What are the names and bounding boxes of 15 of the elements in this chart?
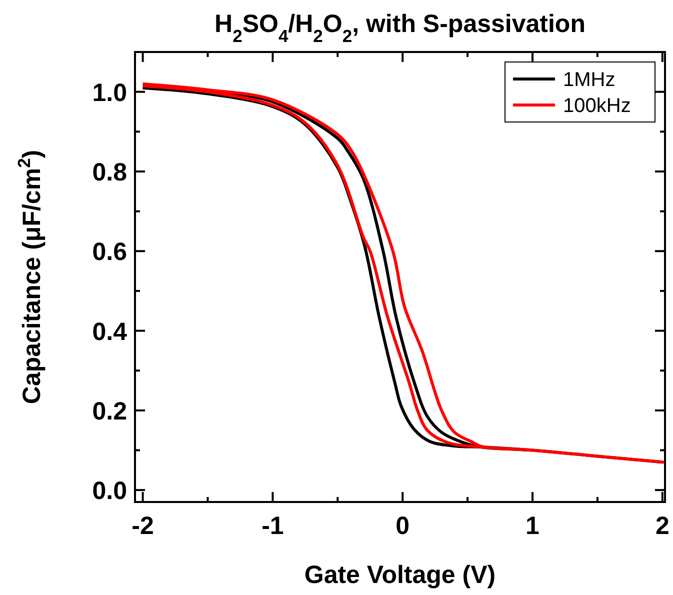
x-axis-title: Gate Voltage (V) [304,561,496,589]
x-tick-label: 2 [655,512,670,540]
chart-title: H$_{2}$SO$_{4}$/H$_{2}$O$_{2}$, with S-passivation [214,10,586,46]
x-tick-label: -1 [262,512,284,540]
y-tick-label: 0.0 [92,477,127,506]
x-tick-label: 1 [526,512,540,540]
y-tick-label: 0.4 [92,318,128,346]
y-tick-label: 1.0 [92,78,127,107]
y-tick-label: 0.8 [92,158,128,186]
legend-label: 100kHz [563,95,631,117]
x-tick-label: -2 [132,512,154,540]
x-tick-label: 0 [396,512,410,540]
y-tick-label: 0.6 [92,238,127,266]
legend-label: 1MHz [563,69,616,91]
y-tick-label: 0.2 [92,397,127,426]
